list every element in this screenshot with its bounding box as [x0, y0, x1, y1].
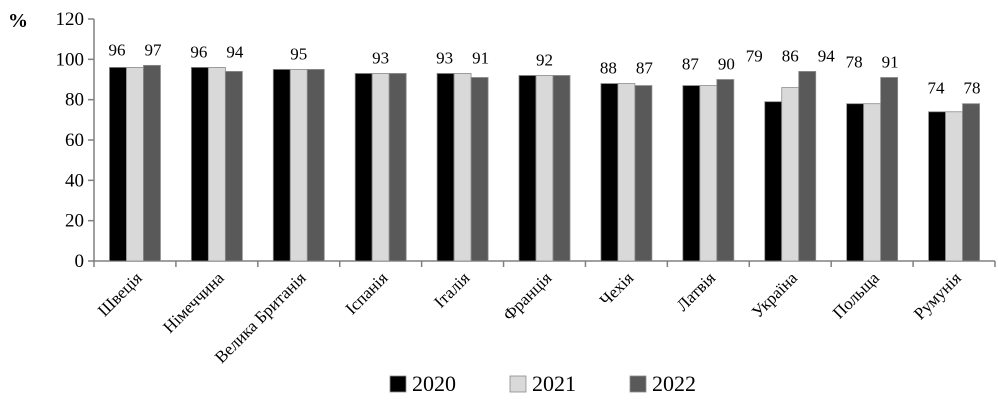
data-label: 86 [782, 46, 799, 65]
bars [109, 64, 980, 262]
bar-2021-5 [453, 73, 472, 262]
data-label: 93 [436, 48, 453, 67]
data-label: 93 [372, 48, 389, 67]
y-tick-label: 40 [65, 170, 84, 191]
legend-swatch-2022 [629, 375, 647, 393]
bar-2022-1 [143, 64, 161, 262]
legend-label-2021: 2021 [532, 371, 576, 396]
bar-2021-7 [617, 83, 636, 262]
bar-2020-10 [846, 103, 865, 262]
bar-2022-7 [634, 85, 653, 262]
bar-2021-11 [945, 111, 963, 262]
data-label: 88 [600, 59, 617, 78]
bar-2021-2 [207, 67, 226, 262]
y-tick-label: 60 [65, 130, 84, 151]
data-label: 74 [928, 79, 946, 98]
category-label-6: Франція [499, 268, 555, 324]
data-label: 87 [682, 55, 700, 74]
bar-2022-2 [224, 71, 243, 262]
category-label-10: Польща [829, 268, 883, 322]
legend-swatch-2020 [389, 375, 407, 393]
category-label-2: Німеччина [159, 268, 228, 337]
bar-2022-9 [798, 71, 817, 262]
bar-2020-6 [518, 75, 537, 262]
category-label-11: Румунія [910, 268, 965, 323]
y-tick-label: 100 [56, 49, 85, 70]
data-label: 90 [718, 55, 735, 74]
data-label: 91 [472, 48, 489, 67]
bar-2020-7 [600, 83, 619, 262]
legend-label-2020: 2020 [412, 371, 456, 396]
data-label: 79 [746, 46, 763, 65]
bar-2020-2 [190, 67, 209, 262]
category-label-7: Чехія [596, 268, 637, 309]
y-tick-label: 20 [65, 211, 84, 232]
bar-2021-8 [699, 85, 718, 262]
bar-2020-1 [109, 67, 127, 262]
y-tick-label: 0 [75, 251, 85, 272]
legend-label-2022: 2022 [652, 371, 696, 396]
bar-2021-6 [535, 75, 554, 262]
category-label-1: Швеція [94, 268, 146, 320]
bar-2022-5 [470, 77, 489, 262]
data-label: 94 [818, 46, 836, 65]
bar-2021-4 [371, 73, 390, 262]
data-label: 96 [190, 42, 207, 61]
bar-2020-8 [682, 85, 701, 262]
y-tick-label: 120 [56, 9, 85, 30]
category-label-4: Іспанія [342, 268, 392, 318]
y-axis: 0 20 40 60 80 100 120 [56, 9, 95, 272]
bar-2021-3 [289, 69, 308, 262]
data-label: 78 [846, 52, 863, 71]
bar-2020-3 [272, 69, 291, 262]
bar-2020-11 [928, 111, 946, 262]
bar-2022-4 [388, 73, 407, 262]
data-label: 97 [144, 40, 162, 59]
category-label-8: Латвія [673, 268, 720, 315]
bar-2020-5 [436, 73, 455, 262]
category-label-5: Італія [430, 268, 473, 311]
bar-2022-10 [880, 77, 899, 262]
bar-2020-9 [764, 101, 783, 262]
y-tick-label: 80 [65, 90, 84, 111]
bar-2022-3 [306, 69, 325, 262]
category-label-9: Україна [748, 268, 802, 322]
legend-swatch-2021 [509, 375, 527, 393]
data-label: 87 [636, 59, 654, 78]
bar-2021-1 [126, 67, 144, 262]
data-label: 92 [536, 50, 553, 69]
data-labels: 96 97 96 94 95 93 93 91 92 88 87 87 90 79 86 94 78 91 74 78 [108, 40, 980, 97]
bar-2021-10 [863, 103, 882, 262]
data-label: 91 [882, 52, 899, 71]
bar-2020-4 [354, 73, 373, 262]
bar-2022-8 [716, 79, 735, 262]
data-label: 78 [964, 79, 981, 98]
data-label: 94 [226, 42, 244, 61]
y-unit-label: % [8, 10, 28, 32]
bar-2021-9 [781, 87, 800, 262]
bar-2022-11 [962, 103, 980, 262]
legend: 2020 2021 2022 [389, 371, 696, 396]
data-label: 96 [108, 40, 125, 59]
data-label: 95 [290, 44, 307, 63]
bar-2022-6 [552, 75, 571, 262]
